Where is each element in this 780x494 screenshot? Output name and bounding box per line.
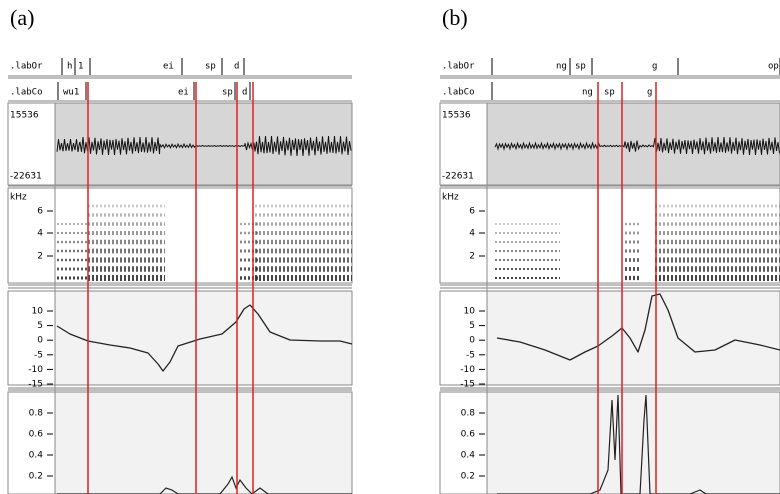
prob-tick: 0.2 [29,472,43,482]
prob-tick: 0.4 [29,451,44,461]
panel: (b).labOr ng sp g op.labCo ng sp g15536-22631kH… [439,5,780,494]
f0-tick: -10 [28,365,43,375]
prob-tick: 0.6 [461,430,476,440]
prob-curve [497,394,780,494]
tier2-label: sp [222,88,233,98]
pane-border [7,102,353,186]
pane-border [439,391,780,494]
f0-tick: 10 [464,307,476,317]
f0-tick: -15 [460,380,475,390]
spec-tick: 4 [37,229,43,239]
f0-tick: 5 [469,321,475,331]
f0-tick: 0 [469,336,475,346]
spec-unit: kHz [442,193,459,203]
prob-bg [487,392,780,494]
f0-tick: -10 [460,365,475,375]
tier2-label: sp [604,88,615,98]
waveform [494,136,780,156]
tier1-label: h [67,62,72,72]
pane-border [7,391,353,494]
spec-tick: 6 [469,207,475,217]
panel-label: (b) [442,5,468,30]
prob-tick: 0.4 [461,451,476,461]
prob-tick: 0.8 [29,409,44,419]
prob-curve [57,475,352,494]
wave-min: -22631 [10,172,42,182]
tier1-label: ng [556,62,567,72]
pane-border [7,290,353,386]
prob-tick: 0.2 [461,472,475,482]
pane-border [7,187,353,284]
wave-min: -22631 [442,172,474,182]
pane-border [439,290,780,386]
spec-tick: 2 [469,252,475,262]
tier2-label: ng [582,88,593,98]
f0-tick: -5 [466,350,475,360]
tier1-label: .labOr [10,62,43,72]
prob-tick: 0.6 [29,430,44,440]
prob-tick: 0.8 [461,409,476,419]
pane-border [439,187,780,284]
tier1-label: sp [575,62,586,72]
f0-tick: -5 [34,350,43,360]
spec-unit: kHz [10,193,27,203]
pane-border [439,102,780,186]
tier1-label: .labOr [442,62,475,72]
tier1-label: sp [205,62,216,72]
tier1-label: g [652,62,657,72]
spec-tick: 4 [469,229,475,239]
f0-tick: -15 [28,380,43,390]
f0-tick: 0 [37,336,43,346]
panel: (a).labOr h 1 ei sp d.labCo wu1 ei sp d15536-2263… [7,5,353,494]
f0-tick: 5 [37,321,43,331]
tier2-label: .labCo [442,88,475,98]
panel-label: (a) [10,5,34,30]
tier1-label: 1 [78,62,83,72]
f0-tick: 10 [32,307,44,317]
tier2-label: ei [178,88,189,98]
tier2-label: d [242,88,247,98]
f0-curve [496,293,780,361]
wave-max: 15536 [442,111,471,121]
prob-bg [55,392,352,494]
tier2-label: g [647,88,652,98]
spec-tick: 6 [37,207,43,217]
spec-tick: 2 [37,252,43,262]
tier1-label: d [234,62,239,72]
tier1-label: ei [163,62,174,72]
tier2-label: .labCo [10,88,43,98]
f0-curve [56,304,353,372]
tier1-label: op [768,62,779,72]
wave-max: 15536 [10,111,39,121]
tier2-label: wu1 [63,88,79,98]
f0-bg [487,291,780,385]
waveform [56,135,352,157]
